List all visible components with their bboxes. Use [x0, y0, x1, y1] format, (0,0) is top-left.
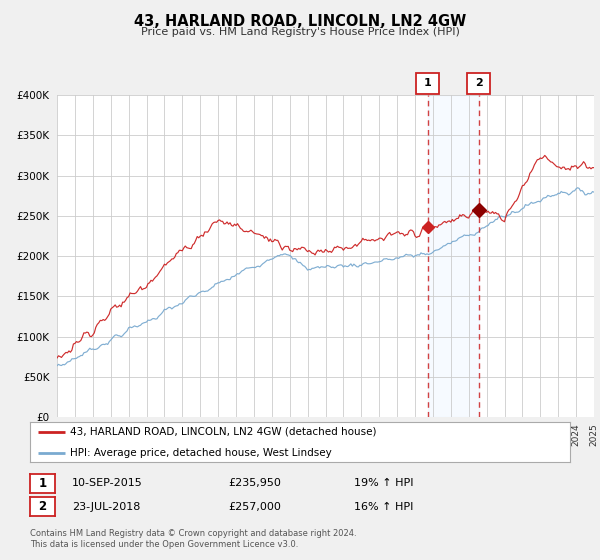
Text: 43, HARLAND ROAD, LINCOLN, LN2 4GW: 43, HARLAND ROAD, LINCOLN, LN2 4GW	[134, 14, 466, 29]
Text: Price paid vs. HM Land Registry's House Price Index (HPI): Price paid vs. HM Land Registry's House …	[140, 27, 460, 37]
Text: 43, HARLAND ROAD, LINCOLN, LN2 4GW (detached house): 43, HARLAND ROAD, LINCOLN, LN2 4GW (deta…	[71, 427, 377, 437]
Text: 23-JUL-2018: 23-JUL-2018	[72, 502, 140, 512]
Text: £235,950: £235,950	[228, 478, 281, 488]
Bar	[428, 95, 479, 417]
Text: 2: 2	[38, 500, 47, 514]
Text: 10-SEP-2015: 10-SEP-2015	[72, 478, 143, 488]
FancyBboxPatch shape	[416, 73, 439, 94]
Text: HPI: Average price, detached house, West Lindsey: HPI: Average price, detached house, West…	[71, 448, 332, 458]
FancyBboxPatch shape	[467, 73, 490, 94]
Text: 16% ↑ HPI: 16% ↑ HPI	[354, 502, 413, 512]
Text: £257,000: £257,000	[228, 502, 281, 512]
Text: Contains HM Land Registry data © Crown copyright and database right 2024.
This d: Contains HM Land Registry data © Crown c…	[30, 529, 356, 549]
Text: 1: 1	[424, 78, 431, 88]
Text: 2: 2	[475, 78, 482, 88]
Text: 19% ↑ HPI: 19% ↑ HPI	[354, 478, 413, 488]
Text: 1: 1	[38, 477, 47, 490]
